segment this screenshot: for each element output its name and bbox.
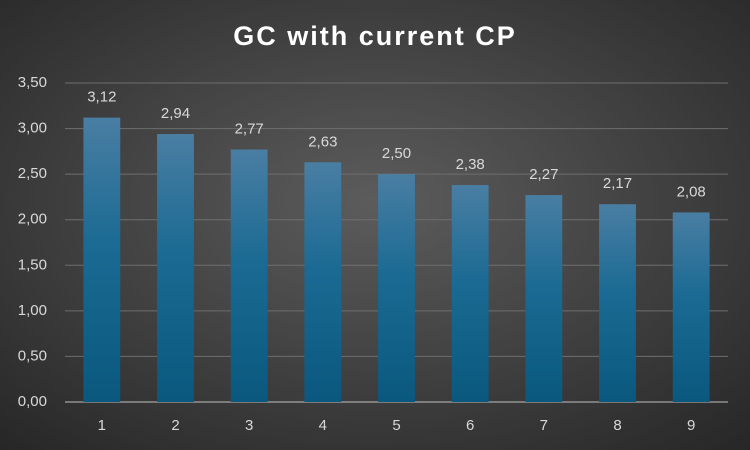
bar — [525, 195, 563, 402]
data-label: 3,12 — [87, 89, 116, 106]
y-tick-label: 0,50 — [18, 347, 47, 364]
x-tick-label: 1 — [98, 417, 106, 434]
data-label: 2,77 — [235, 121, 264, 138]
x-tick-label: 8 — [613, 417, 621, 434]
bar — [230, 149, 268, 402]
x-tick-label: 2 — [171, 417, 179, 434]
y-tick-label: 3,50 — [18, 74, 47, 91]
y-tick-label: 2,00 — [18, 211, 47, 228]
bar — [599, 204, 636, 402]
data-label: 2,50 — [382, 145, 411, 162]
x-tick-label: 9 — [687, 417, 695, 434]
y-tick-label: 1,50 — [18, 256, 47, 273]
x-tick-label: 5 — [392, 417, 400, 434]
bar — [451, 185, 489, 402]
data-label: 2,38 — [456, 156, 485, 173]
y-tick-label: 0,00 — [18, 393, 47, 410]
y-tick-label: 1,00 — [18, 302, 47, 319]
data-label: 2,27 — [529, 166, 558, 183]
bar — [157, 134, 194, 403]
data-label: 2,17 — [603, 175, 632, 192]
data-label: 2,08 — [677, 183, 706, 200]
bar — [304, 162, 342, 402]
y-tick-label: 2,50 — [18, 165, 47, 182]
y-tick-label: 3,00 — [18, 120, 47, 137]
x-tick-label: 7 — [540, 417, 548, 434]
bar — [83, 117, 121, 403]
x-tick-label: 4 — [319, 417, 327, 434]
data-label: 2,94 — [161, 105, 190, 122]
bar — [672, 212, 710, 402]
bar — [378, 174, 415, 402]
x-tick-label: 6 — [466, 417, 474, 434]
data-label: 2,63 — [308, 133, 337, 150]
chart-title: GC with current CP — [233, 21, 517, 51]
x-tick-label: 3 — [245, 417, 253, 434]
